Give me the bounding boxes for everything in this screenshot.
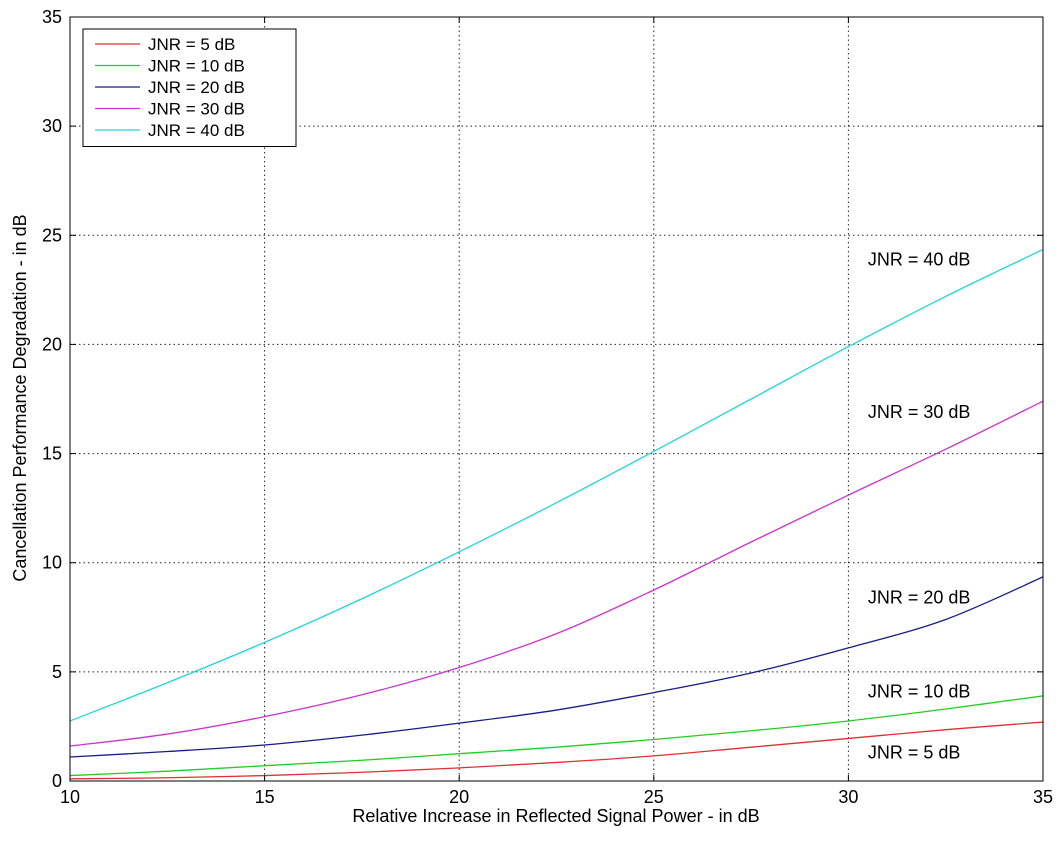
series-line-jnr-1 [69, 695, 1044, 777]
y-tick-label: 15 [42, 444, 62, 464]
series-lines [69, 248, 1044, 780]
series-annotation: JNR = 30 dB [868, 402, 971, 422]
legend: JNR = 5 dB JNR = 10 dB JNR = 20 dB JNR = 30… [82, 28, 297, 147]
series-line-jnr-2 [69, 576, 1044, 758]
x-tick-label: 10 [60, 787, 80, 807]
series-line-jnr-4 [69, 248, 1044, 722]
y-tick-label: 25 [42, 225, 62, 245]
series-line-jnr-3 [69, 400, 1044, 747]
x-tick-label: 15 [255, 787, 275, 807]
y-tick-label: 0 [52, 771, 62, 791]
series-annotation: JNR = 20 dB [868, 588, 971, 608]
series-line-jnr-0 [69, 721, 1044, 780]
series-annotation: JNR = 5 dB [868, 743, 961, 763]
legend-box [82, 28, 297, 147]
series-annotations: JNR = 40 dB JNR = 30 dB JNR = 20 dB JNR = 1… [868, 249, 971, 762]
x-tick-label: 25 [644, 787, 664, 807]
y-tick-label: 35 [42, 7, 62, 27]
plot-frame [69, 16, 1044, 782]
x-tick-label: 35 [1033, 787, 1053, 807]
legend-entry-label: JNR = 40 dB [148, 121, 245, 140]
x-tick-label: 20 [449, 787, 469, 807]
y-tick-label: 30 [42, 116, 62, 136]
x-axis-label: Relative Increase in Reflected Signal Po… [352, 806, 759, 826]
legend-entry-label: JNR = 20 dB [148, 78, 245, 97]
x-tick-label: 30 [838, 787, 858, 807]
axis-ticks: 10 15 20 25 30 35 0 5 10 15 20 25 30 35 [42, 7, 1053, 807]
y-tick-label: 5 [52, 662, 62, 682]
y-axis-label: Cancellation Performance Degradation - i… [10, 214, 30, 581]
legend-entry-label: JNR = 10 dB [148, 57, 245, 76]
y-tick-label: 20 [42, 334, 62, 354]
legend-entry-label: JNR = 5 dB [148, 35, 235, 54]
legend-entry-label: JNR = 30 dB [148, 100, 245, 119]
series-annotation: JNR = 40 dB [868, 249, 971, 269]
y-tick-label: 10 [42, 553, 62, 573]
series-annotation: JNR = 10 dB [868, 682, 971, 702]
